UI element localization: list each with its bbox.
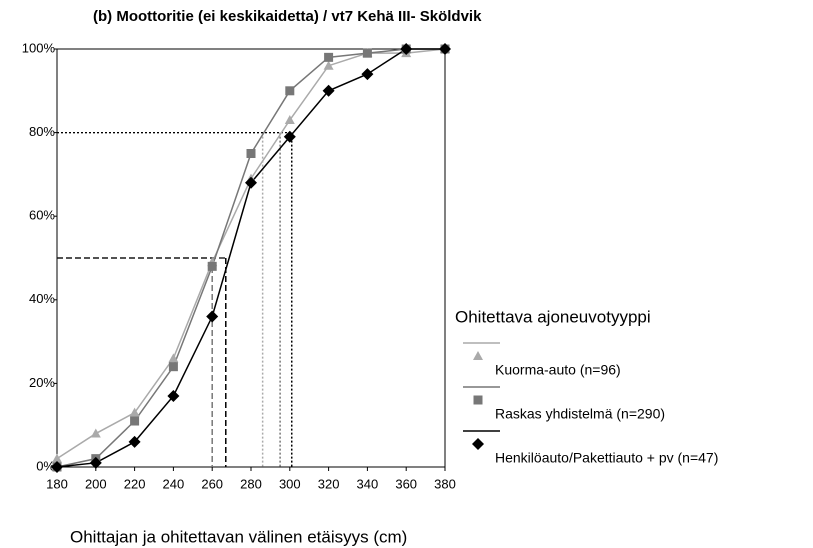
marker xyxy=(439,43,451,55)
x-tick-label: 380 xyxy=(434,476,456,491)
x-tick-label: 200 xyxy=(85,476,107,491)
marker xyxy=(90,428,101,438)
marker xyxy=(246,149,256,158)
y-tick-label: 100% xyxy=(22,40,56,55)
marker xyxy=(51,461,63,473)
y-tick-label: 80% xyxy=(29,124,55,139)
marker xyxy=(362,48,372,58)
marker xyxy=(52,453,62,463)
x-tick-label: 340 xyxy=(357,476,379,491)
marker xyxy=(130,416,140,426)
x-tick-label: 180 xyxy=(46,476,68,491)
x-axis-label: Ohittajan ja ohitettavan välinen etäisyy… xyxy=(70,527,407,546)
marker xyxy=(168,353,179,363)
marker xyxy=(168,362,178,372)
marker xyxy=(129,407,140,417)
y-tick-label: 40% xyxy=(29,291,55,306)
legend-label: Raskas yhdistelmä (n=290) xyxy=(495,406,665,422)
marker xyxy=(206,310,219,323)
legend-label: Henkilöauto/Pakettiauto + pv (n=47) xyxy=(495,450,718,466)
marker xyxy=(472,438,484,450)
marker xyxy=(322,84,335,97)
marker xyxy=(207,261,217,271)
y-tick-label: 0% xyxy=(36,458,55,473)
marker xyxy=(245,176,257,189)
x-tick-label: 220 xyxy=(124,476,146,491)
x-tick-label: 300 xyxy=(279,476,301,491)
marker xyxy=(128,435,141,448)
marker xyxy=(323,60,334,70)
x-tick-label: 260 xyxy=(201,476,223,491)
marker xyxy=(473,395,483,405)
marker xyxy=(473,351,483,360)
y-tick-label: 60% xyxy=(29,208,55,223)
marker xyxy=(285,86,295,96)
series-line xyxy=(56,48,446,460)
x-tick-label: 360 xyxy=(395,476,417,491)
legend-label: Kuorma-auto (n=96) xyxy=(495,362,621,378)
x-tick-label: 240 xyxy=(163,476,185,491)
legend-title: Ohitettava ajoneuvotyyppi xyxy=(455,307,651,326)
marker xyxy=(89,456,102,469)
x-tick-label: 320 xyxy=(318,476,340,491)
chart-title: (b) Moottoritie (ei keskikaidetta) / vt7… xyxy=(93,8,482,25)
marker xyxy=(324,52,334,62)
x-tick-label: 280 xyxy=(240,476,262,491)
marker xyxy=(283,130,296,143)
marker xyxy=(167,389,180,402)
marker xyxy=(361,68,374,81)
marker xyxy=(400,43,413,55)
y-tick-label: 20% xyxy=(29,375,55,390)
marker xyxy=(284,115,295,125)
